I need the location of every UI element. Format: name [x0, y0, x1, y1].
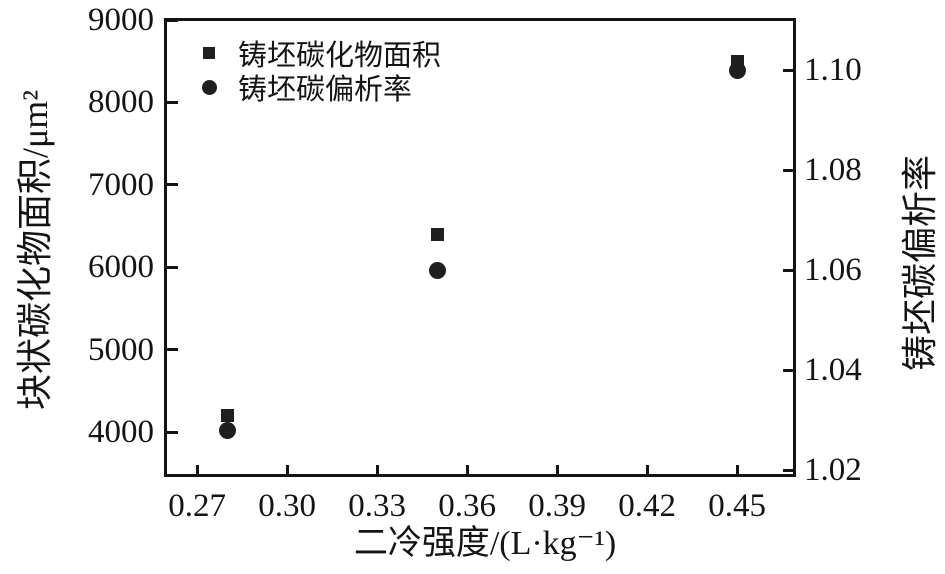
legend-item-segregation-ratio: 铸坯碳偏析率	[192, 70, 441, 106]
y-right-tick	[782, 468, 794, 472]
square-marker-icon	[192, 47, 226, 59]
y-left-tick-label: 7000	[88, 166, 154, 203]
x-tick	[555, 464, 559, 476]
y-right-tick-label: 1.10	[804, 52, 862, 88]
y-right-tick	[782, 368, 794, 372]
x-tick-label: 0.30	[258, 488, 316, 524]
circle-marker-icon	[192, 79, 226, 95]
y-right-tick	[782, 268, 794, 272]
right-y-axis-title: 铸坯碳偏析率	[900, 154, 940, 372]
x-tick	[465, 464, 469, 476]
x-tick	[285, 464, 289, 476]
y-left-tick	[166, 18, 178, 22]
data-point-segregation-ratio	[428, 261, 446, 279]
x-tick-label: 0.27	[168, 488, 226, 524]
y-right-tick-label: 1.08	[804, 152, 862, 188]
x-axis-title: 二冷强度/(L·kg⁻¹)	[353, 525, 617, 562]
x-tick-label: 0.39	[528, 488, 586, 524]
x-tick	[195, 464, 199, 476]
x-tick	[645, 464, 649, 476]
x-tick-label: 0.42	[618, 488, 676, 524]
y-left-tick-label: 4000	[88, 414, 154, 451]
y-left-tick	[166, 430, 178, 434]
y-right-tick	[782, 68, 794, 72]
y-left-tick	[166, 100, 178, 104]
x-tick-label: 0.36	[438, 488, 496, 524]
legend: 铸坯碳化物面积 铸坯碳偏析率	[192, 36, 441, 106]
data-point-carbide-area	[220, 409, 234, 423]
legend-item-carbide-area: 铸坯碳化物面积	[192, 36, 441, 72]
y-left-tick-label: 8000	[88, 84, 154, 121]
x-tick-label: 0.45	[708, 488, 766, 524]
y-right-tick-label: 1.06	[804, 252, 862, 288]
legend-label-carbide-area: 铸坯碳化物面积	[238, 40, 442, 72]
y-left-tick	[166, 265, 178, 269]
x-tick	[375, 464, 379, 476]
y-left-tick	[166, 183, 178, 187]
y-left-tick-label: 9000	[88, 2, 154, 38]
legend-label-segregation-ratio: 铸坯碳偏析率	[238, 74, 413, 106]
y-right-tick	[782, 168, 794, 172]
y-right-tick-label: 1.04	[804, 352, 862, 388]
x-tick	[735, 464, 739, 476]
data-point-segregation-ratio	[218, 421, 236, 439]
data-point-segregation-ratio	[728, 61, 746, 79]
data-point-carbide-area	[430, 227, 444, 241]
y-right-tick-label: 1.02	[804, 452, 862, 488]
x-tick-label: 0.33	[348, 488, 406, 524]
y-left-tick-label: 6000	[88, 249, 154, 286]
y-left-tick	[166, 348, 178, 352]
y-left-tick-label: 5000	[88, 331, 154, 368]
plot-area	[164, 18, 796, 477]
left-y-axis-title: 块状碳化物面积/μm²	[15, 89, 55, 411]
